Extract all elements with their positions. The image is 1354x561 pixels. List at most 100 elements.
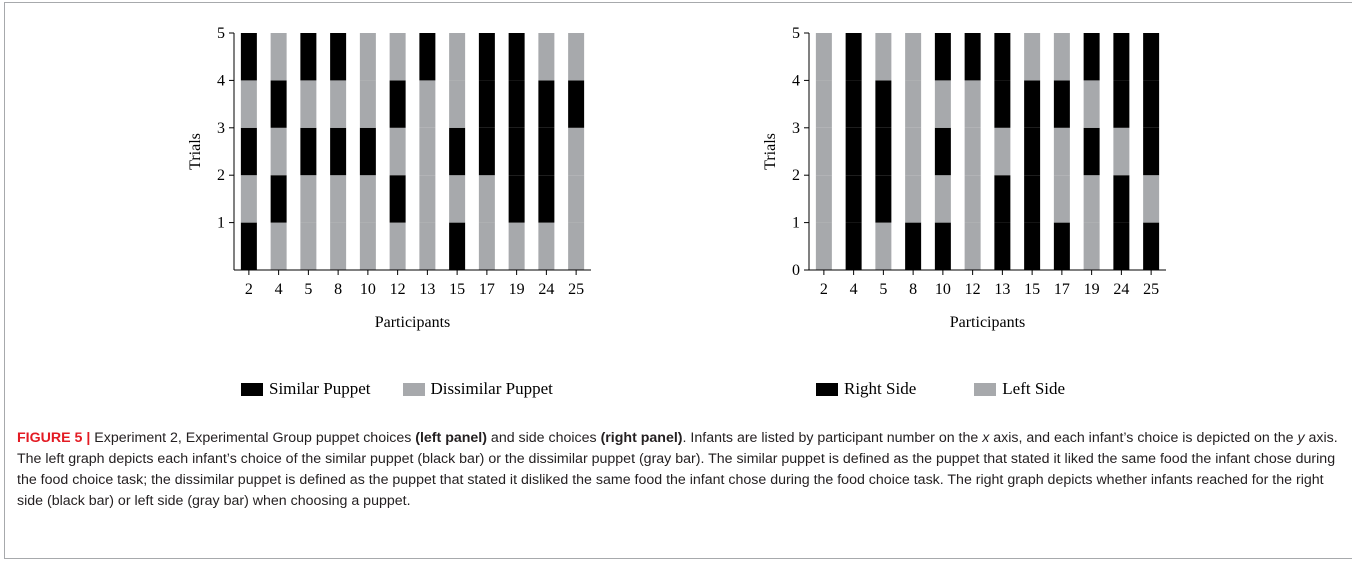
right-bar-p10-trial4 xyxy=(934,80,951,128)
left-x-tick-label-24: 24 xyxy=(538,281,554,298)
left-bar-p8-trial3 xyxy=(330,127,347,176)
left-bar-p8-trial5 xyxy=(330,33,347,81)
left-bar-p19-trial2 xyxy=(508,175,525,223)
right-x-tick-label-5: 5 xyxy=(879,281,887,298)
right-y-tick-label-5: 5 xyxy=(792,25,800,42)
left-bar-p15-trial1 xyxy=(449,222,466,270)
right-bar-p24-trial5 xyxy=(1113,33,1130,81)
right-bar-p8-trial3 xyxy=(905,127,922,176)
left-bar-p24-trial3 xyxy=(538,127,555,176)
left-bar-p12-trial2 xyxy=(389,175,406,223)
legend-swatch-dissimilar xyxy=(402,382,425,396)
left-y-tick-label-2: 2 xyxy=(217,167,225,184)
left-bar-p13-trial1 xyxy=(419,222,436,270)
left-x-tick-label-5: 5 xyxy=(304,281,312,298)
left-x-tick-label-10: 10 xyxy=(360,281,376,298)
left-x-tick-label-13: 13 xyxy=(419,281,435,298)
left-bar-p5-trial5 xyxy=(300,33,317,81)
right-x-tick-label-8: 8 xyxy=(909,281,917,298)
left-bar-p13-trial2 xyxy=(419,175,436,223)
right-bar-p13-trial3 xyxy=(994,127,1011,176)
caption-text-1: Experiment 2, Experimental Group puppet … xyxy=(90,430,416,446)
left-bar-p10-trial2 xyxy=(359,175,376,223)
right-bar-p25-trial5 xyxy=(1143,33,1160,81)
legend-right: Right Side Left Side xyxy=(816,378,1097,400)
right-bar-p10-trial5 xyxy=(934,33,951,81)
right-bar-p8-trial1 xyxy=(905,222,922,270)
right-x-tick-label-17: 17 xyxy=(1054,281,1070,298)
left-bar-p4-trial5 xyxy=(270,33,287,81)
caption-bold-left-panel: (left panel) xyxy=(415,430,487,446)
legend-swatch-similar xyxy=(241,382,263,396)
left-x-tick-label-8: 8 xyxy=(334,281,342,298)
left-bar-p4-trial2 xyxy=(270,175,287,223)
legend-swatch-left-side xyxy=(974,382,997,396)
right-bar-p5-trial1 xyxy=(875,222,892,270)
left-bar-p5-trial4 xyxy=(300,80,317,128)
right-x-tick-label-15: 15 xyxy=(1024,281,1040,298)
right-x-tick-label-24: 24 xyxy=(1113,281,1129,298)
left-bar-p19-trial4 xyxy=(508,80,525,128)
left-bar-p13-trial5 xyxy=(419,33,436,81)
caption-italic-y: y xyxy=(1297,430,1305,446)
left-y-axis-title: Trials xyxy=(187,133,204,170)
right-bar-p24-trial2 xyxy=(1113,175,1130,223)
left-bar-p25-trial3 xyxy=(568,127,585,176)
right-bar-p25-trial2 xyxy=(1143,175,1160,223)
left-x-tick-label-4: 4 xyxy=(275,281,283,298)
left-bar-p13-trial3 xyxy=(419,127,436,176)
left-y-tick-label-1: 1 xyxy=(217,215,225,232)
right-bar-p5-trial2 xyxy=(875,175,892,223)
legend-item-dissimilar: Dissimilar Puppet xyxy=(402,379,553,399)
right-bar-p24-trial4 xyxy=(1113,80,1130,128)
right-bar-p17-trial4 xyxy=(1053,80,1070,128)
left-bar-p12-trial5 xyxy=(389,33,406,81)
left-bar-p17-trial4 xyxy=(478,80,495,128)
right-bar-p10-trial1 xyxy=(934,222,951,270)
right-bar-p15-trial4 xyxy=(1024,80,1041,128)
right-bar-p25-trial3 xyxy=(1143,127,1160,176)
right-bar-p12-trial3 xyxy=(964,127,981,176)
right-bar-p15-trial2 xyxy=(1024,175,1041,223)
left-y-tick-label-4: 4 xyxy=(217,72,225,89)
right-y-tick-label-1: 1 xyxy=(792,215,800,232)
right-bar-p15-trial3 xyxy=(1024,127,1041,176)
left-bar-p24-trial5 xyxy=(538,33,555,81)
left-bar-p10-trial1 xyxy=(359,222,376,270)
right-bar-p5-trial4 xyxy=(875,80,892,128)
right-x-tick-label-2: 2 xyxy=(820,281,828,298)
right-bar-p4-trial2 xyxy=(845,175,862,223)
left-bar-p15-trial3 xyxy=(449,127,466,176)
figure-frame xyxy=(4,2,1352,559)
right-bar-p25-trial1 xyxy=(1143,222,1160,270)
left-bar-p2-trial5 xyxy=(240,33,257,81)
right-bar-p2-trial4 xyxy=(815,80,832,128)
left-bar-p17-trial3 xyxy=(478,127,495,176)
right-bar-p5-trial3 xyxy=(875,127,892,176)
caption-text-2: and side choices xyxy=(486,430,601,446)
left-bar-p12-trial3 xyxy=(389,127,406,176)
left-bar-p4-trial1 xyxy=(270,222,287,270)
left-bar-p10-trial5 xyxy=(359,33,376,81)
right-bar-p19-trial3 xyxy=(1083,127,1100,176)
right-y-tick-label-0: 0 xyxy=(792,262,800,279)
caption-text-5: axis. The left graph depicts each infant… xyxy=(17,430,1338,509)
left-bar-p8-trial1 xyxy=(330,222,347,270)
right-bar-p2-trial5 xyxy=(815,33,832,81)
right-bar-p10-trial2 xyxy=(934,175,951,223)
right-bar-p25-trial4 xyxy=(1143,80,1160,128)
left-x-tick-label-2: 2 xyxy=(245,281,253,298)
left-bar-p19-trial1 xyxy=(508,222,525,270)
right-bar-p19-trial1 xyxy=(1083,222,1100,270)
left-bar-p17-trial5 xyxy=(478,33,495,81)
left-bar-p10-trial3 xyxy=(359,127,376,176)
caption-bold-right-panel: (right panel) xyxy=(600,430,683,446)
right-bar-p19-trial5 xyxy=(1083,33,1100,81)
right-bar-p17-trial2 xyxy=(1053,175,1070,223)
legend-label-right-side: Right Side xyxy=(844,379,917,398)
right-bar-p15-trial1 xyxy=(1024,222,1041,270)
right-bar-p19-trial4 xyxy=(1083,80,1100,128)
right-y-tick-label-4: 4 xyxy=(792,72,800,89)
caption-text-3: . Infants are listed by participant numb… xyxy=(682,430,983,446)
